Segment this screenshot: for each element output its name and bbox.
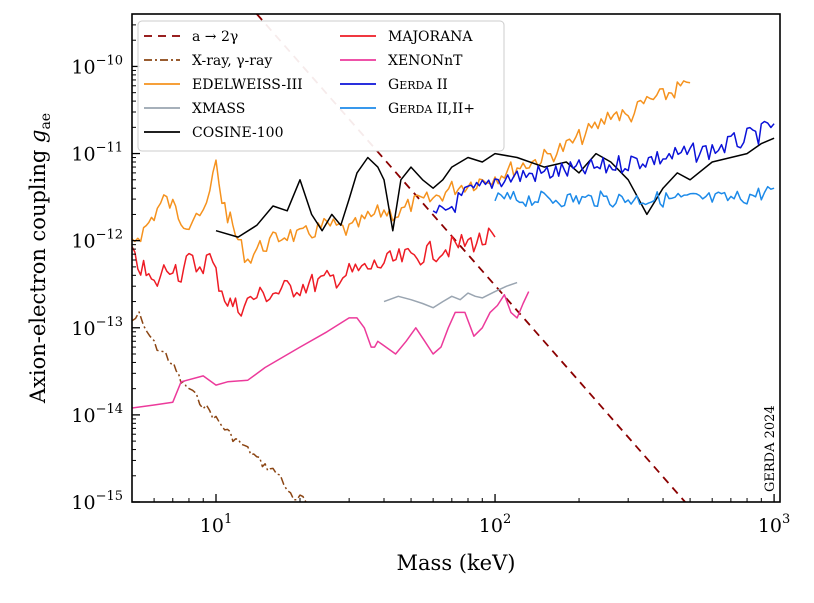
legend-label-gerda-ii-ii: GERDA II,II+	[388, 101, 475, 117]
legend-box	[137, 20, 505, 152]
series-line-edelweiss-iii	[132, 80, 691, 264]
y-tick-label-5: 10−15	[71, 489, 123, 514]
y-axis-label-symbol: g	[26, 130, 50, 143]
y-tick-label-1-base: 10	[71, 144, 95, 166]
legend-label-erda: ERDA	[399, 79, 433, 92]
y-axis-label-prefix: Axion-electron coupling	[26, 143, 50, 404]
legend-label-suffix: II	[432, 77, 448, 93]
y-tick-label-1: 10−11	[71, 141, 123, 166]
y-tick-label-3-exp: −13	[96, 315, 123, 330]
legend-label-edelweiss-iii: EDELWEISS-III	[192, 77, 303, 93]
x-tick-label-1-exp: 2	[503, 512, 511, 527]
legend-label-erda: ERDA	[399, 103, 433, 116]
x-tick-label-0-base: 10	[200, 515, 224, 537]
y-tick-label-5-base: 10	[71, 492, 95, 514]
y-tick-label-0-exp: −10	[96, 53, 123, 68]
x-tick-label-0-exp: 1	[224, 512, 232, 527]
legend-label-xmass: XMASS	[192, 101, 245, 117]
x-tick-label-2-exp: 3	[782, 512, 790, 527]
x-axis-label: Mass (keV)	[397, 551, 516, 575]
series-line-xmass	[383, 281, 518, 309]
x-tick-label-2-base: 10	[758, 515, 782, 537]
legend-entries: a → 2γ X-ray, γ-ray EDELWEISS-III XMASS COSI…	[144, 29, 475, 141]
y-tick-label-2-exp: −12	[96, 228, 123, 243]
legend: a → 2γ X-ray, γ-ray EDELWEISS-III XMASS COSI…	[137, 20, 505, 152]
series-line-a-2	[256, 14, 686, 502]
series-layer	[132, 14, 775, 502]
y-tick-label-4-exp: −14	[96, 402, 123, 417]
plot-frame	[131, 13, 781, 503]
legend-label-gerda-ii: GERDA II	[388, 77, 448, 93]
series-line-gerda-ii	[432, 120, 775, 214]
legend-label-cosine-100: COSINE-100	[192, 125, 284, 141]
x-tick-label-1-base: 10	[479, 515, 503, 537]
y-tick-label-0: 10−10	[71, 53, 123, 78]
y-axis-label-subscript: ae	[38, 113, 54, 130]
y-tick-label-0-base: 10	[71, 56, 95, 78]
series-line-gerda-ii-ii	[494, 185, 775, 208]
y-tick-label-1-exp: −11	[96, 141, 123, 156]
y-tick-label-2-base: 10	[71, 231, 95, 253]
series-line-x-ray-ray	[132, 311, 307, 502]
legend-label-a-2: a → 2γ	[192, 29, 238, 45]
legend-label-x-ray-ray: X-ray, γ-ray	[192, 53, 272, 69]
y-tick-label-5-exp: −15	[96, 489, 123, 504]
y-tick-label-3-base: 10	[71, 318, 95, 340]
y-tick-label-4: 10−14	[71, 402, 123, 427]
legend-label-g: G	[388, 101, 399, 117]
legend-label-suffix: II,II+	[432, 101, 475, 117]
legend-label-g: G	[388, 77, 399, 93]
x-tick-label-0: 101	[200, 512, 232, 537]
y-axis-label: Axion-electron coupling gae	[26, 113, 54, 404]
x-tick-label-2: 103	[758, 512, 790, 537]
series-line-cosine-100	[215, 137, 775, 238]
y-tick-label-3: 10−13	[71, 315, 123, 340]
legend-label-majorana: MAJORANA	[388, 29, 473, 45]
legend-label-xenonnt: XENONnT	[388, 53, 463, 69]
series-line-majorana	[132, 227, 496, 317]
y-tick-label-4-base: 10	[71, 405, 95, 427]
y-tick-label-2: 10−12	[71, 228, 123, 253]
watermark-text: GERDA 2024	[763, 405, 778, 492]
series-line-xenonnt	[132, 291, 530, 409]
x-tick-label-1: 102	[479, 512, 511, 537]
